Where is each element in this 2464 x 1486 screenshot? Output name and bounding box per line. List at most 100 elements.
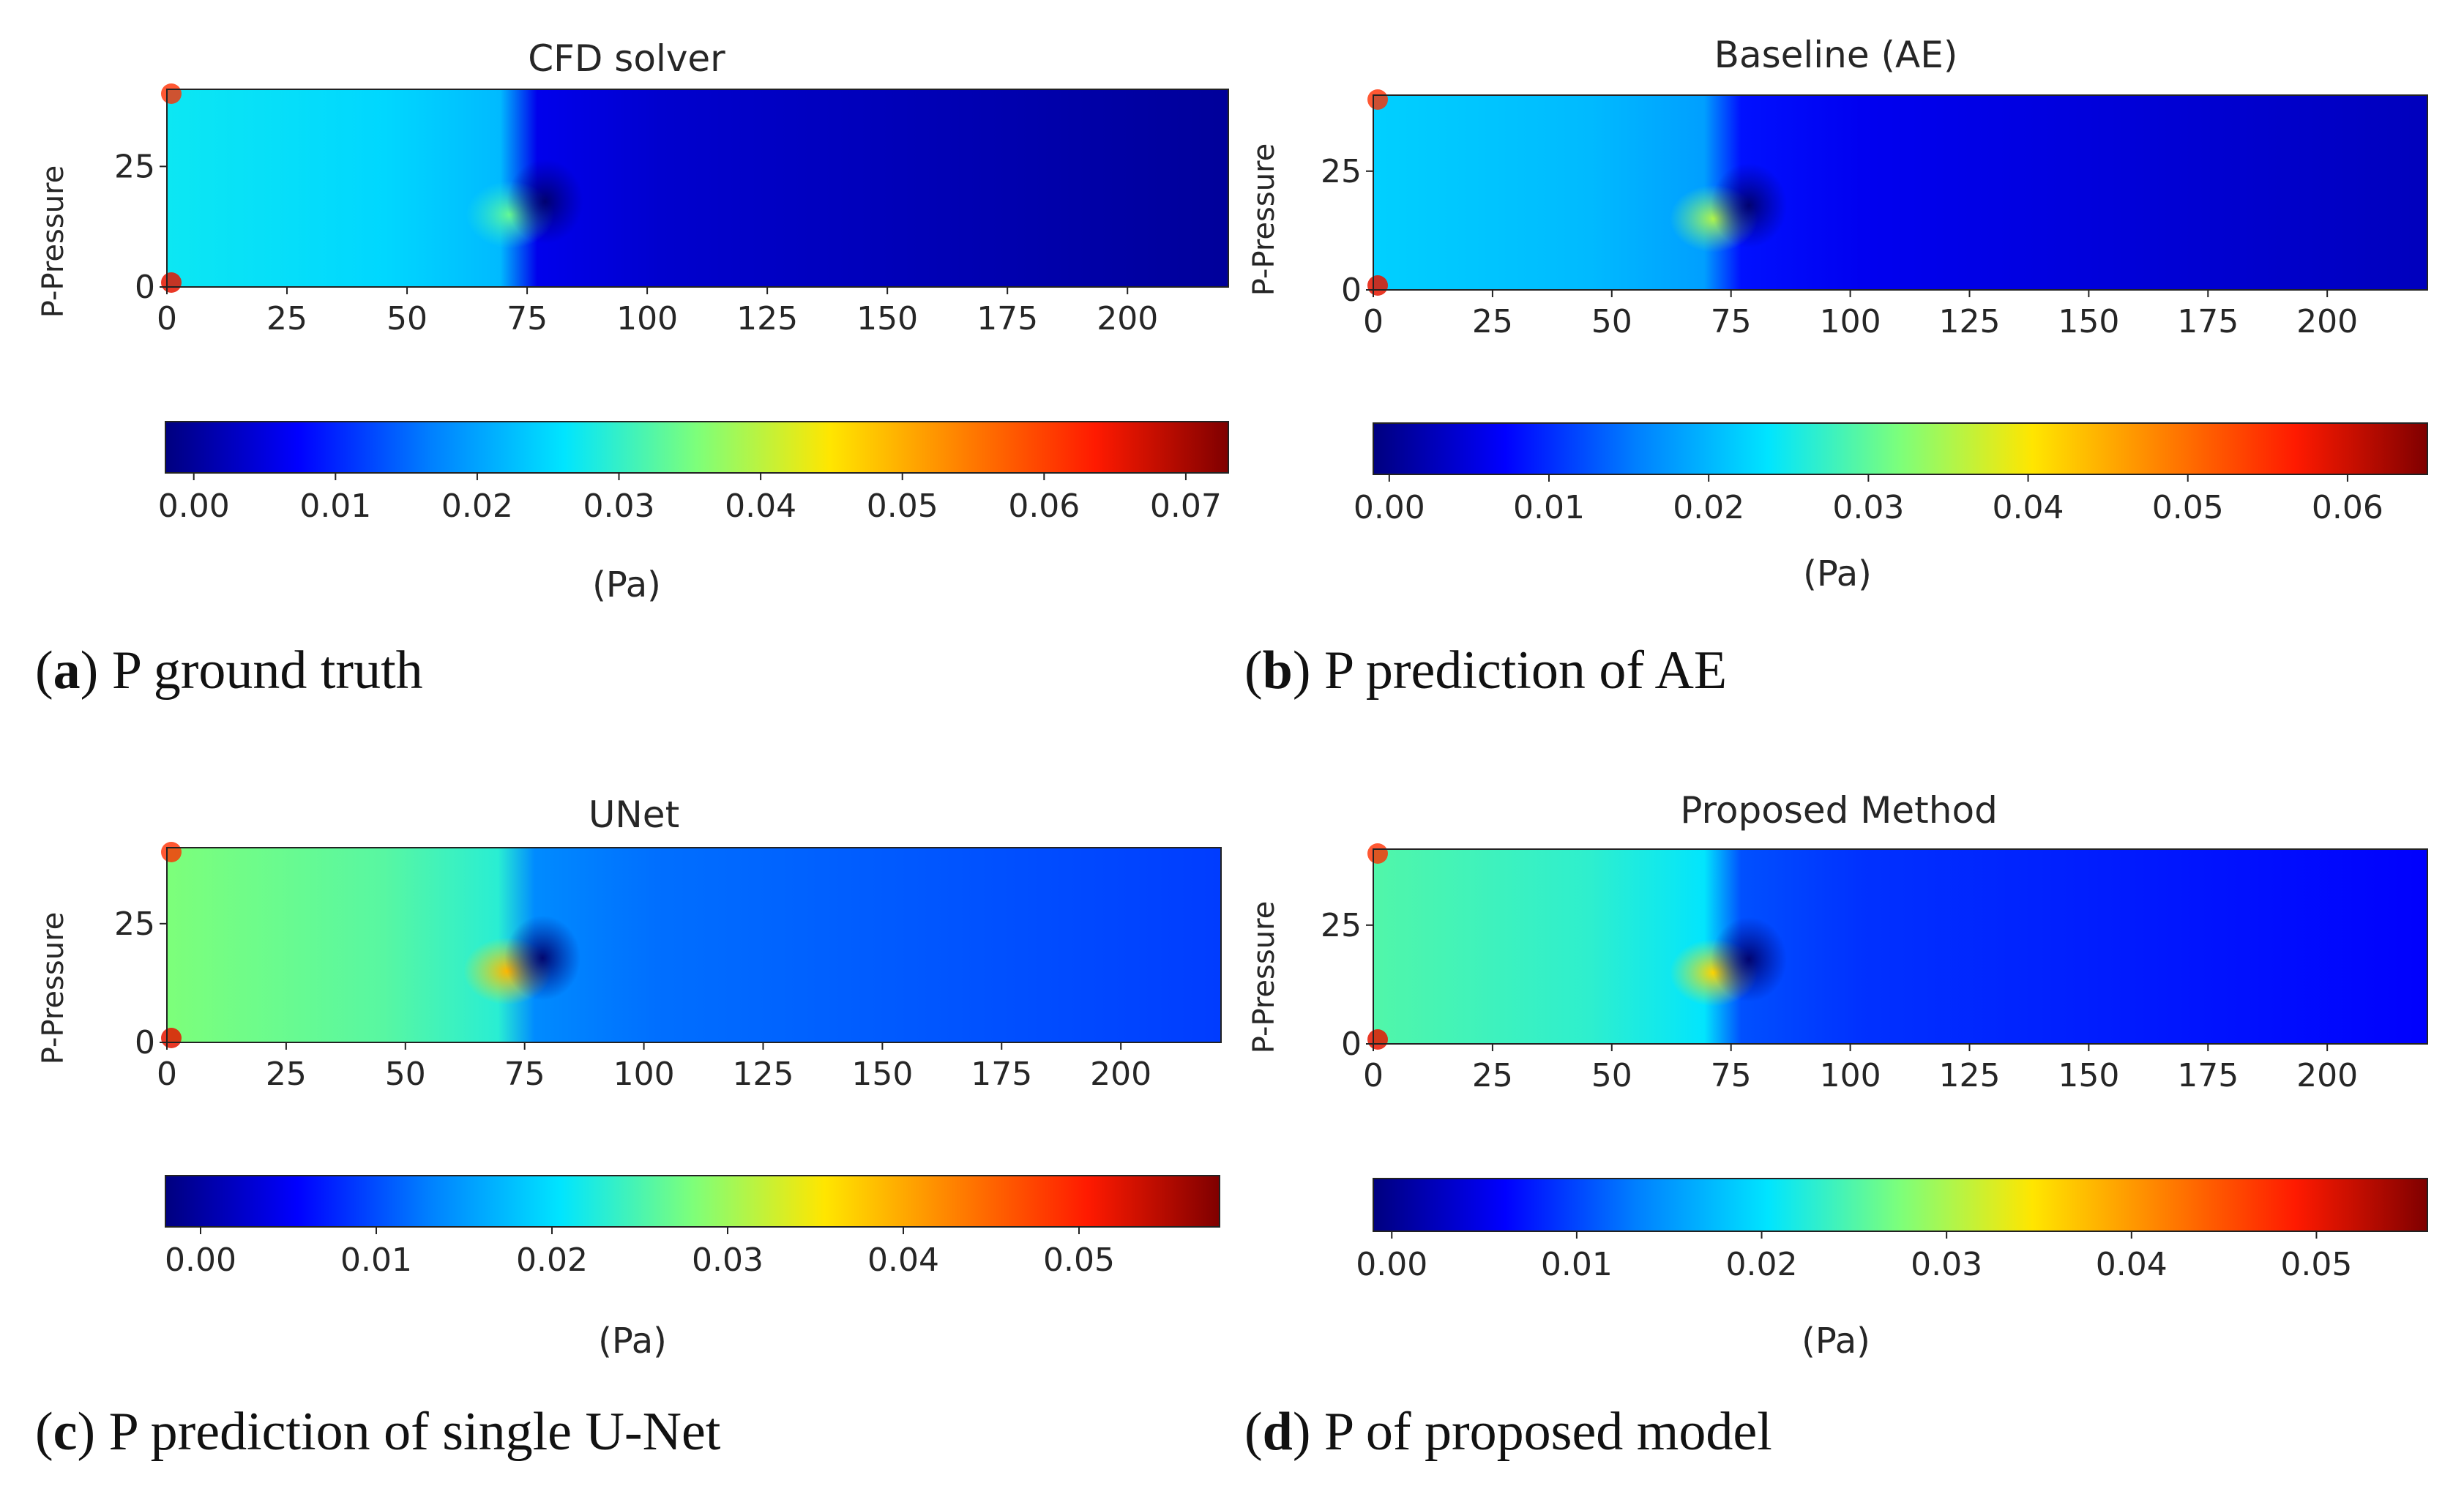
- heatmap-field: [1373, 849, 2427, 1044]
- inlet-corner-top: [1367, 89, 1388, 110]
- panel-c-title: UNet: [589, 794, 679, 836]
- panel-a-colorbar: 0.00 0.01 0.02 0.03 0.04 0.05 0.06 0.07: [158, 421, 1229, 525]
- panel-b-heatmap: [1367, 89, 2428, 296]
- x-tick-label: 175: [977, 300, 1038, 337]
- panel-b-colorbar: 0.00 0.01 0.02 0.03 0.04 0.05 0.06: [1354, 422, 2428, 526]
- x-tick-label: 0: [157, 1056, 177, 1093]
- panel-b-caption: (b) P prediction of AE: [1244, 641, 1727, 701]
- y-tick-label: 0: [1341, 1026, 1362, 1063]
- inlet-corner-bottom: [161, 1028, 182, 1048]
- colorbar-tick-label: 0.04: [725, 488, 796, 525]
- y-tick-label: 25: [1321, 907, 1362, 944]
- panel-b-title: Baseline (AE): [1714, 34, 1958, 76]
- panel-a-heatmap: [161, 83, 1229, 293]
- x-tick-label: 175: [2177, 1057, 2239, 1094]
- colorbar-tick-label: 0.03: [583, 488, 655, 525]
- x-tick-label: 175: [2177, 303, 2239, 340]
- inlet-corner-top: [161, 83, 182, 104]
- x-tick-label: 100: [1820, 1057, 1881, 1094]
- obstacle-wake: [504, 915, 581, 1001]
- panel-b-axis-ticks: 0 25 50 75 100 125 150 175 200 0 25: [1321, 153, 2358, 340]
- colorbar-tick-label: 0.06: [2312, 489, 2383, 526]
- x-tick-label: 100: [616, 300, 678, 337]
- panel-c-caption-text: P prediction of single U-Net: [109, 1402, 721, 1462]
- colorbar-gradient: [165, 421, 1229, 474]
- x-tick-label: 0: [157, 300, 177, 337]
- panel-d: Proposed Method P-Pressure 0 25 50 75 100 125…: [1244, 789, 2428, 1462]
- panel-d-caption: (d) P of proposed model: [1244, 1402, 1772, 1462]
- inlet-corner-bottom: [1367, 275, 1388, 296]
- x-tick-label: 100: [613, 1056, 675, 1093]
- colorbar-tick-label: 0.04: [1993, 489, 2064, 526]
- heatmap-field: [167, 89, 1228, 287]
- panel-a-axis-ticks: 0 25 50 75 100 125 150 175 200 0 25: [114, 148, 1158, 337]
- colorbar-tick-label: 0.07: [1150, 488, 1222, 525]
- colorbar-gradient: [1373, 1178, 2428, 1232]
- inlet-corner-bottom: [161, 272, 182, 293]
- panel-a-title: CFD solver: [528, 37, 725, 80]
- x-tick-label: 125: [1938, 1057, 2000, 1094]
- x-tick-label: 25: [266, 1056, 307, 1093]
- colorbar-tick-label: 0.00: [1354, 489, 1425, 526]
- heatmap-field: [1373, 95, 2427, 290]
- x-tick-label: 25: [1472, 1057, 1513, 1094]
- panel-b-caption-text: P prediction of AE: [1324, 641, 1727, 701]
- heatmap-frame: [1373, 94, 2428, 291]
- y-tick-label: 0: [1341, 272, 1362, 309]
- x-tick-label: 150: [2058, 1057, 2119, 1094]
- colorbar-tick-label: 0.06: [1008, 488, 1080, 525]
- panel-c-caption: (c) P prediction of single U-Net: [35, 1402, 721, 1462]
- colorbar-tick-label: 0.05: [2152, 489, 2224, 526]
- x-tick-label: 125: [1938, 303, 2000, 340]
- panel-b-caption-letter: b: [1263, 641, 1293, 701]
- y-tick-label: 25: [114, 906, 155, 943]
- inlet-corner-top: [161, 842, 182, 862]
- colorbar-tick-label: 0.04: [2096, 1246, 2168, 1283]
- heatmap-frame: [1373, 848, 2428, 1045]
- panel-d-heatmap: [1367, 843, 2428, 1050]
- colorbar-gradient: [1373, 422, 2428, 475]
- x-tick-label: 75: [504, 1056, 545, 1093]
- x-tick-label: 0: [1363, 303, 1384, 340]
- panel-d-caption-letter: d: [1263, 1402, 1293, 1462]
- colorbar-tick-label: 0.05: [2280, 1246, 2352, 1283]
- panel-a-caption: (a) P ground truth: [35, 641, 423, 701]
- panel-c: UNet P-Pressure 0 25 50 75 100 125 150 175 200 0 2…: [35, 794, 1222, 1462]
- obstacle-wake: [1711, 916, 1788, 1002]
- panel-c-caption-letter: c: [53, 1402, 78, 1462]
- y-tick-label: 0: [135, 269, 155, 306]
- colorbar-tick-label: 0.02: [1726, 1246, 1798, 1283]
- y-tick-label: 0: [135, 1024, 155, 1061]
- colorbar-tick-label: 0.02: [1673, 489, 1744, 526]
- inlet-corner-top: [1367, 843, 1388, 864]
- heatmap-frame: [166, 847, 1222, 1043]
- x-tick-label: 175: [971, 1056, 1032, 1093]
- x-tick-label: 75: [1711, 303, 1752, 340]
- x-tick-label: 150: [2058, 303, 2119, 340]
- panel-c-ylabel: P-Pressure: [37, 912, 70, 1064]
- panel-d-axis-ticks: 0 25 50 75 100 125 150 175 200 0 25: [1321, 907, 2358, 1094]
- x-tick-label: 200: [2296, 303, 2358, 340]
- heatmap-field: [167, 848, 1221, 1042]
- x-tick-label: 50: [1591, 303, 1632, 340]
- panel-d-title: Proposed Method: [1680, 789, 1998, 832]
- x-tick-label: 75: [507, 300, 548, 337]
- colorbar-tick-label: 0.01: [1541, 1246, 1613, 1283]
- panel-c-heatmap: [161, 842, 1222, 1048]
- colorbar-gradient: [165, 1175, 1220, 1228]
- colorbar-tick-label: 0.05: [1043, 1242, 1115, 1279]
- x-tick-label: 125: [736, 300, 798, 337]
- panel-c-colorbar: 0.00 0.01 0.02 0.03 0.04 0.05: [165, 1175, 1220, 1279]
- panel-d-colorbar-label: (Pa): [1802, 1321, 1870, 1362]
- obstacle-wake: [1711, 163, 1788, 248]
- x-tick-label: 150: [851, 1056, 913, 1093]
- colorbar-tick-label: 0.01: [340, 1242, 412, 1279]
- x-tick-label: 75: [1711, 1057, 1752, 1094]
- x-tick-label: 25: [266, 300, 307, 337]
- x-tick-label: 200: [1090, 1056, 1151, 1093]
- y-tick-label: 25: [114, 148, 155, 185]
- x-tick-label: 50: [387, 300, 428, 337]
- panel-a-ylabel: P-Pressure: [37, 165, 70, 318]
- colorbar-tick-label: 0.01: [299, 488, 371, 525]
